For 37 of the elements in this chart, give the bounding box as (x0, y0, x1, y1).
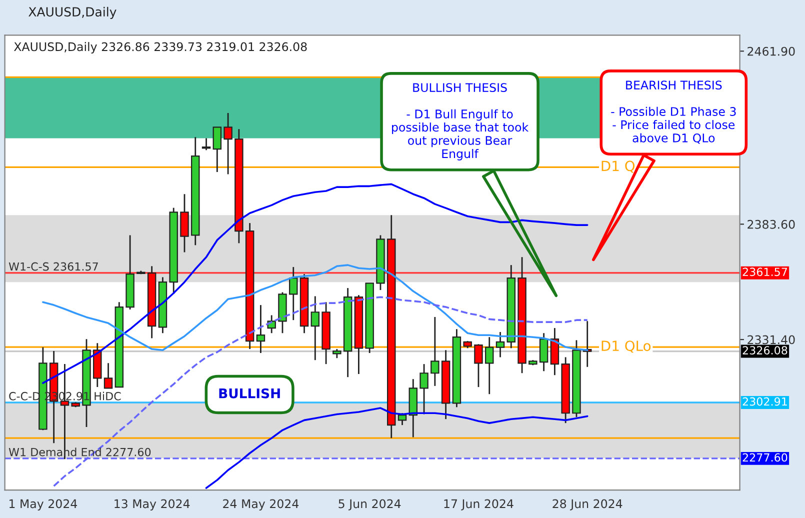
candlestick (256, 304, 266, 354)
candlestick (420, 363, 428, 415)
candlestick (484, 336, 494, 395)
candlestick (430, 316, 440, 387)
x-tick-label: 1 May 2024 (10, 499, 78, 510)
chart-title: XAUUSD,Daily (28, 6, 116, 19)
y-tick-label: 2383.60 (748, 220, 795, 229)
text: 2326.08 (742, 346, 788, 355)
candlestick (332, 348, 342, 359)
x-tick-label: 5 Jun 2024 (338, 499, 401, 510)
text: 2302.91 (742, 397, 787, 406)
candlestick (474, 343, 483, 388)
candlestick (289, 266, 298, 321)
text: 2277.60 (742, 453, 788, 462)
candlestick (224, 112, 232, 175)
ref-line-label: D1 QLo (602, 340, 651, 353)
annotation: BULLISH (219, 388, 280, 398)
ref-line-label: D1 Q (602, 160, 635, 173)
x-tick-label: 17 Jun 2024 (444, 499, 514, 510)
candlestick (104, 362, 113, 389)
text: BULLISH THESIS - D1 Bull Engulf to possible base that took out previous Bear Engulf (392, 83, 529, 160)
candlestick (539, 332, 548, 372)
text: BEARISH THESIS - Possible D1 Phase 3 - Price failed to close above D1 QLo (611, 80, 736, 144)
y-tick-label: 2461.90 (748, 46, 795, 56)
text: 2361.57 (742, 268, 787, 276)
x-tick-label: 13 May 2024 (114, 499, 190, 510)
y-tick-label: 2331.40 (748, 335, 795, 344)
x-tick-label: 24 May 2024 (223, 499, 299, 510)
candlestick (398, 412, 407, 426)
candlestick (212, 126, 222, 173)
candlestick (496, 331, 505, 358)
x-tick-label: 28 Jun 2024 (552, 499, 622, 510)
candlestick (202, 138, 211, 151)
line-series (205, 407, 588, 489)
ref-line-label: W1-C-S 2361.57 (8, 262, 98, 271)
text: XAUUSD,Daily 2326.86 2339.73 2319.01 2326.08 (14, 42, 307, 54)
candlestick (310, 296, 320, 361)
